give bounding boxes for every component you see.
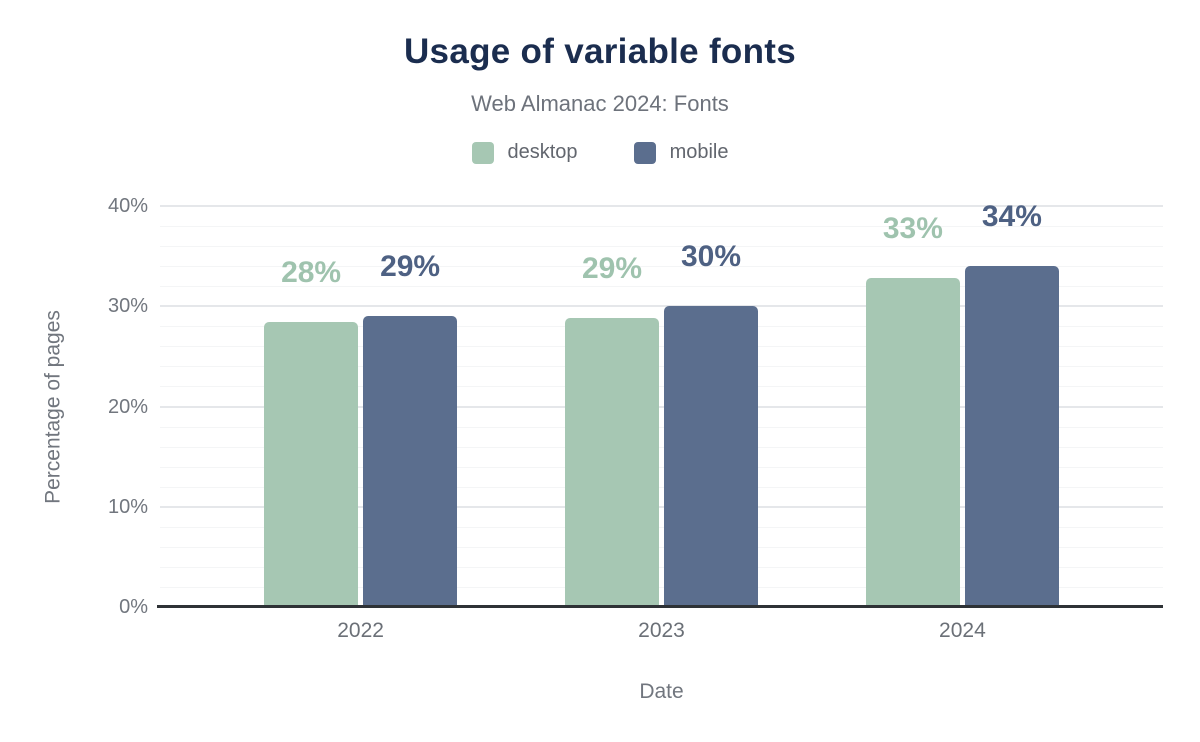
bar-mobile-2023 [664, 306, 758, 607]
gridline-minor [160, 226, 1163, 228]
legend-swatch-mobile [633, 141, 656, 164]
chart-title: Usage of variable fonts [403, 32, 796, 71]
bar-mobile-2022 [363, 316, 458, 607]
y-tick-label: 20% [107, 395, 148, 418]
legend-label-desktop: desktop [507, 141, 578, 163]
gridline-minor [160, 346, 1163, 348]
legend: desktop mobile [0, 141, 1200, 164]
gridline-major [160, 405, 1163, 408]
gridline-minor [160, 566, 1163, 568]
value-label-mobile-2023: 30% [680, 240, 742, 274]
chart-subtitle: Web Almanac 2024: Fonts [471, 91, 729, 116]
legend-swatch-desktop [471, 141, 494, 164]
value-label-mobile-2022: 29% [380, 250, 441, 284]
bar-desktop-2022 [264, 322, 359, 607]
x-axis-title: Date [639, 680, 684, 703]
legend-item-mobile: mobile [633, 141, 729, 164]
bar-mobile-2024 [964, 266, 1059, 607]
x-tick-label-2022: 2022 [337, 619, 384, 642]
value-label-desktop-2024: 33% [882, 212, 943, 246]
gridline-minor [160, 366, 1163, 368]
gridline-minor [160, 286, 1163, 288]
gridline-major [160, 505, 1163, 508]
gridline-minor [160, 386, 1163, 388]
gridline-minor [160, 446, 1163, 448]
gridline-minor [160, 526, 1163, 528]
gridline-minor [160, 326, 1163, 328]
gridline-minor [160, 546, 1163, 548]
x-axis-line [157, 605, 1163, 608]
legend-label-mobile: mobile [669, 141, 729, 163]
gridline-minor [160, 266, 1163, 268]
bar-desktop-2023 [565, 318, 659, 607]
y-tick-label: 10% [107, 495, 148, 518]
value-label-mobile-2024: 34% [981, 200, 1042, 234]
gridline-minor [160, 486, 1163, 488]
x-tick-label-2023: 2023 [638, 619, 685, 642]
value-label-desktop-2022: 28% [281, 256, 342, 290]
gridline-minor [160, 426, 1163, 428]
chart-header: Usage of variable fonts Web Almanac 2024… [0, 0, 1200, 164]
x-tick-label-2024: 2024 [939, 619, 986, 642]
y-tick-label: 0% [119, 596, 148, 618]
y-tick-label: 30% [107, 295, 148, 318]
gridline-major [160, 305, 1163, 308]
gridline-major [160, 205, 1163, 207]
gridline-minor [160, 246, 1163, 248]
legend-item-desktop: desktop [471, 141, 578, 164]
plot-area: 28% 29% 29% 30% 33% 34% [157, 202, 1163, 608]
bar-desktop-2024 [865, 278, 960, 607]
value-label-desktop-2023: 29% [581, 252, 643, 286]
gridline-minor [160, 586, 1163, 588]
y-tick-label: 40% [107, 195, 148, 217]
gridline-minor [160, 466, 1163, 468]
